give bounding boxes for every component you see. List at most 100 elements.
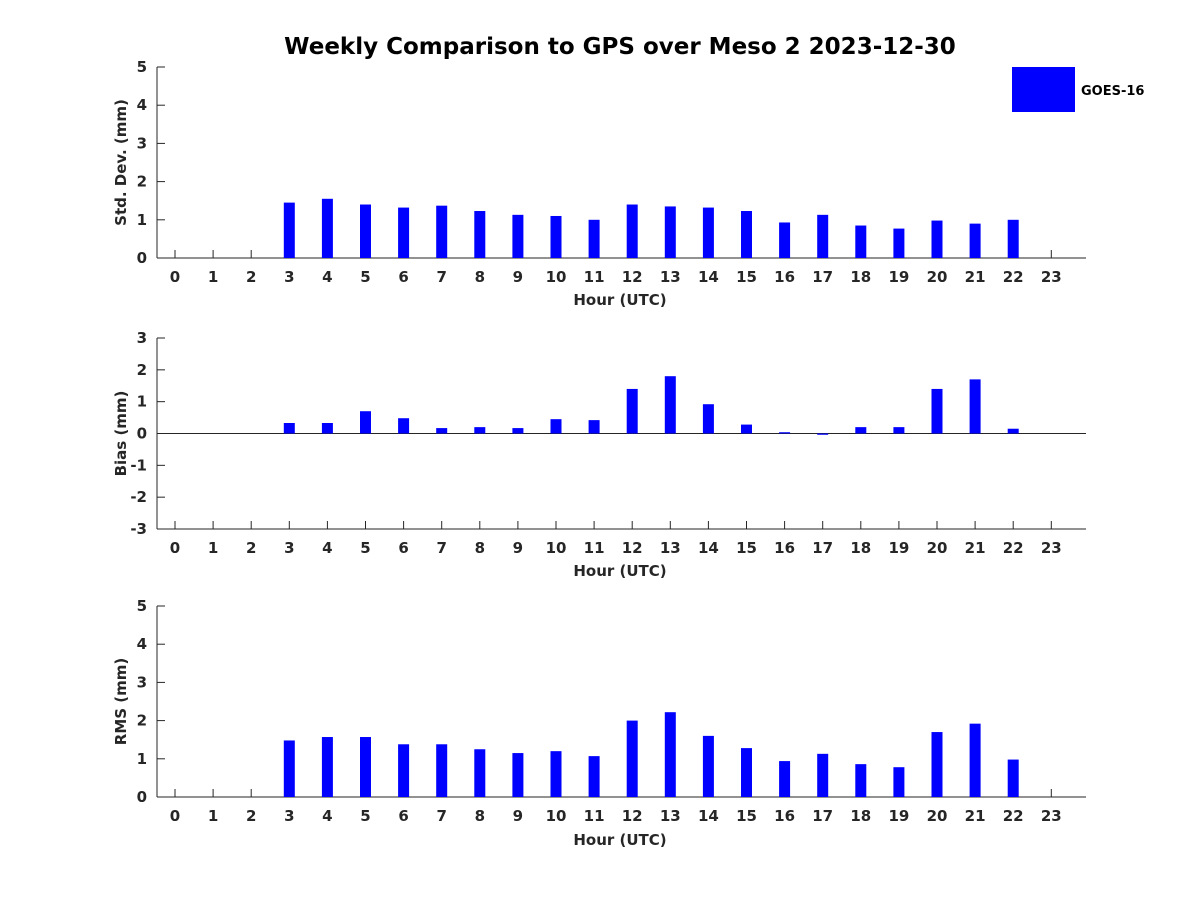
x-tick-label: 6 [398, 268, 408, 286]
bar-hour-18 [855, 225, 867, 258]
bar-hour-4 [321, 198, 333, 258]
x-tick-label: 10 [546, 539, 567, 557]
x-tick-label: 19 [888, 807, 909, 825]
x-tick-label: 23 [1041, 268, 1062, 286]
x-tick-label: 14 [698, 539, 719, 557]
x-tick-label: 8 [475, 268, 485, 286]
x-tick-label: 18 [850, 807, 871, 825]
x-tick-label: 15 [736, 807, 757, 825]
bar-hour-17 [817, 433, 829, 435]
x-tick-label: 10 [546, 268, 567, 286]
x-tick-label: 19 [888, 539, 909, 557]
x-tick-label: 23 [1041, 807, 1062, 825]
bar-hour-13 [664, 206, 676, 258]
bar-hour-11 [588, 756, 600, 797]
x-tick-label: 20 [927, 268, 948, 286]
x-tick-label: 11 [584, 268, 605, 286]
x-tick-label: 12 [622, 268, 643, 286]
x-tick-label: 5 [360, 807, 370, 825]
x-tick-label: 21 [965, 268, 986, 286]
y-axis-label: Bias (mm) [112, 391, 130, 477]
bar-hour-8 [474, 749, 486, 797]
bar-hour-15 [741, 211, 752, 258]
bar-hour-6 [398, 744, 410, 797]
x-tick-label: 4 [322, 807, 332, 825]
bar-hour-17 [817, 214, 829, 258]
x-tick-label: 19 [888, 268, 909, 286]
x-tick-label: 1 [208, 268, 218, 286]
x-tick-label: 14 [698, 807, 719, 825]
bar-hour-18 [855, 427, 867, 434]
legend-swatch-goes-16 [1012, 67, 1075, 112]
bar-hour-19 [893, 427, 905, 434]
x-tick-label: 8 [475, 539, 485, 557]
bar-hour-9 [512, 428, 524, 434]
x-tick-label: 2 [246, 268, 256, 286]
x-tick-label: 11 [584, 539, 605, 557]
x-tick-label: 16 [774, 539, 795, 557]
bar-hour-7 [436, 205, 448, 258]
y-tick-label: 2 [137, 712, 147, 730]
x-tick-label: 7 [436, 807, 446, 825]
x-tick-label: 16 [774, 268, 795, 286]
x-tick-label: 1 [208, 807, 218, 825]
x-axis-label: Hour (UTC) [573, 831, 666, 849]
bar-hour-4 [321, 422, 333, 434]
bar-hour-12 [626, 388, 638, 434]
bar-hour-12 [626, 720, 638, 797]
bar-hour-16 [779, 222, 791, 258]
bar-hour-3 [283, 202, 295, 258]
x-tick-label: 6 [398, 539, 408, 557]
x-tick-label: 4 [322, 539, 332, 557]
bar-hour-15 [741, 424, 752, 434]
bar-hour-10 [550, 215, 562, 258]
x-tick-label: 22 [1003, 539, 1024, 557]
x-tick-label: 12 [622, 807, 643, 825]
x-tick-label: 13 [660, 807, 681, 825]
bar-hour-6 [398, 418, 410, 434]
y-tick-label: 2 [137, 361, 147, 379]
legend: GOES-16 [1012, 67, 1144, 112]
bar-hour-10 [550, 751, 562, 797]
bar-hour-21 [969, 379, 981, 434]
x-tick-label: 21 [965, 807, 986, 825]
y-axis-label: RMS (mm) [112, 658, 130, 745]
y-tick-label: 4 [137, 635, 147, 653]
y-tick-label: 5 [137, 597, 147, 615]
y-axis-label: Std. Dev. (mm) [112, 99, 130, 226]
y-tick-label: -1 [130, 456, 147, 474]
bar-hour-5 [360, 737, 371, 797]
x-tick-label: 23 [1041, 539, 1062, 557]
x-tick-label: 15 [736, 539, 757, 557]
x-tick-label: 17 [812, 268, 833, 286]
x-tick-label: 20 [927, 539, 948, 557]
x-tick-label: 12 [622, 539, 643, 557]
bar-hour-16 [779, 432, 791, 434]
bar-hour-17 [817, 753, 829, 797]
bar-hour-6 [398, 207, 410, 258]
bar-hour-11 [588, 219, 600, 258]
x-tick-label: 17 [812, 539, 833, 557]
bar-hour-7 [436, 428, 448, 434]
x-tick-label: 0 [170, 268, 180, 286]
bar-hour-21 [969, 723, 981, 797]
legend-label-goes-16: GOES-16 [1081, 84, 1144, 99]
x-tick-label: 3 [284, 268, 294, 286]
bar-hour-11 [588, 420, 600, 434]
x-tick-label: 16 [774, 807, 795, 825]
bar-hour-22 [1007, 219, 1019, 258]
x-tick-label: 0 [170, 539, 180, 557]
x-tick-label: 20 [927, 807, 948, 825]
x-tick-label: 14 [698, 268, 719, 286]
chart-title: Weekly Comparison to GPS over Meso 2 202… [284, 34, 956, 60]
x-tick-label: 17 [812, 807, 833, 825]
bar-hour-15 [741, 748, 752, 797]
bar-hour-20 [931, 220, 943, 258]
bar-hour-3 [283, 740, 295, 797]
x-tick-label: 11 [584, 807, 605, 825]
